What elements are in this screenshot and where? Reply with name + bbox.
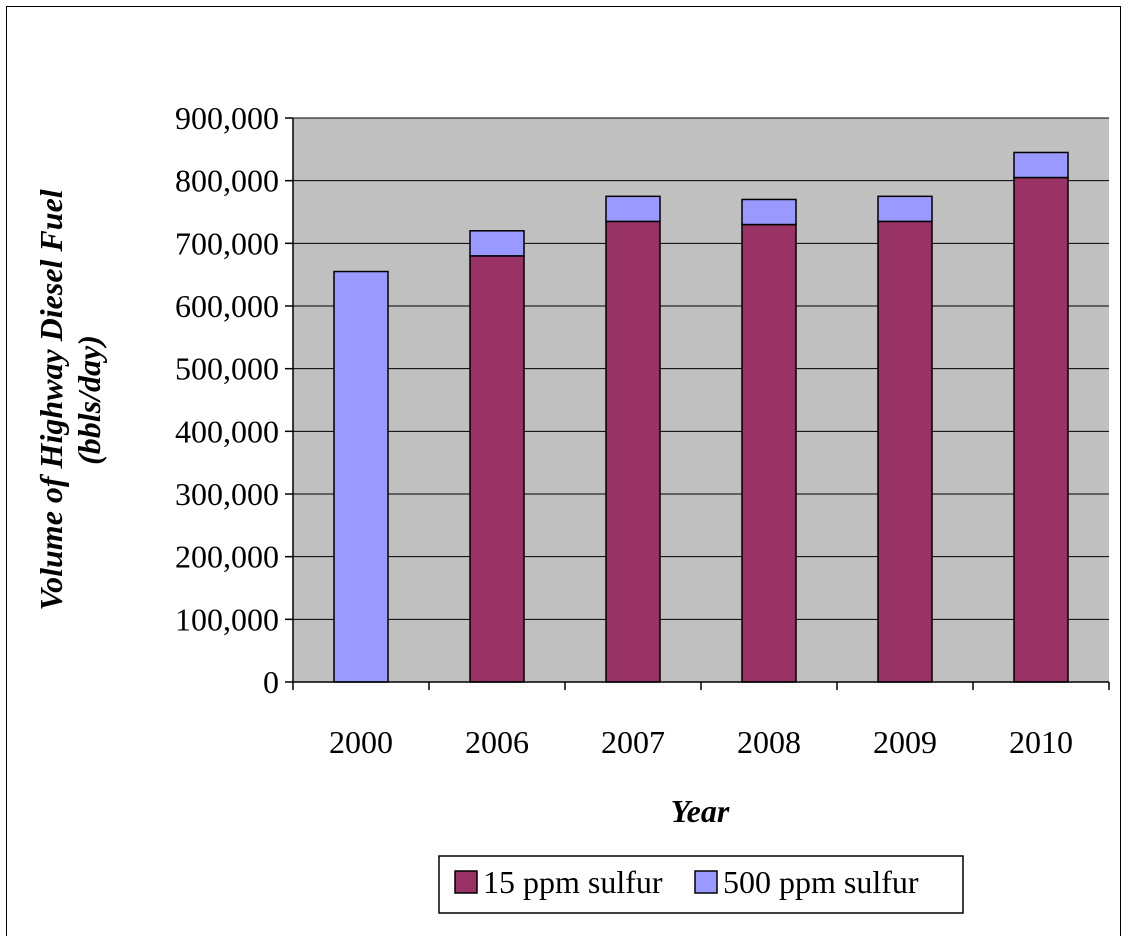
legend-label-15-ppm: 15 ppm sulfur <box>483 864 663 900</box>
y-tick-label: 0 <box>263 664 279 700</box>
y-tick-label: 200,000 <box>175 539 279 575</box>
legend-swatch-500-ppm <box>694 870 718 894</box>
bar-2000-500-ppm <box>333 270 389 683</box>
legend-swatch-15-ppm <box>454 870 478 894</box>
gridlines <box>293 117 1109 620</box>
bar-2007-15-ppm <box>605 220 661 683</box>
plot-area <box>293 118 1109 682</box>
x-tick-label: 2000 <box>329 724 393 760</box>
y-tick-label: 500,000 <box>175 351 279 387</box>
y-tick-label: 400,000 <box>175 413 279 449</box>
bar-2010-15-ppm <box>1013 176 1069 683</box>
bar-2009-15-ppm <box>877 220 933 683</box>
x-tick-label: 2006 <box>465 724 529 760</box>
y-tick-label: 800,000 <box>175 163 279 199</box>
y-tick-label: 600,000 <box>175 288 279 324</box>
x-tick-label: 2009 <box>873 724 937 760</box>
x-tick-label: 2007 <box>601 724 665 760</box>
bar-2006-500-ppm <box>469 230 525 257</box>
x-tick-label: 2008 <box>737 724 801 760</box>
x-tick-labels: 2000 2006 2007 2008 2009 2010 <box>329 724 1073 760</box>
y-tick-label: 900,000 <box>175 100 279 136</box>
legend-label-500-ppm: 500 ppm sulfur <box>723 864 919 900</box>
bar-2010-500-ppm <box>1013 151 1069 179</box>
y-axis-title-line-2: (bbls/day) <box>71 335 107 465</box>
x-tick-label: 2010 <box>1009 724 1073 760</box>
bar-2008-500-ppm <box>741 198 797 226</box>
legend: 15 ppm sulfur 500 ppm sulfur <box>438 855 964 914</box>
y-tick-labels: 0 100,000 200,000 300,000 400,000 500,000 600,… <box>175 100 279 700</box>
x-axis-title: Year <box>671 793 730 829</box>
axes <box>285 117 1110 690</box>
bar-2009-500-ppm <box>877 195 933 223</box>
y-axis-title: Volume of Highway Diesel Fuel (bbls/day) <box>33 189 107 610</box>
y-axis-title-line-1: Volume of Highway Diesel Fuel <box>33 189 69 610</box>
y-tick-label: 100,000 <box>175 601 279 637</box>
y-tick-label: 700,000 <box>175 225 279 261</box>
bar-2007-500-ppm <box>605 195 661 223</box>
y-tick-label: 300,000 <box>175 476 279 512</box>
bar-2008-15-ppm <box>741 223 797 683</box>
bar-2006-15-ppm <box>469 255 525 683</box>
